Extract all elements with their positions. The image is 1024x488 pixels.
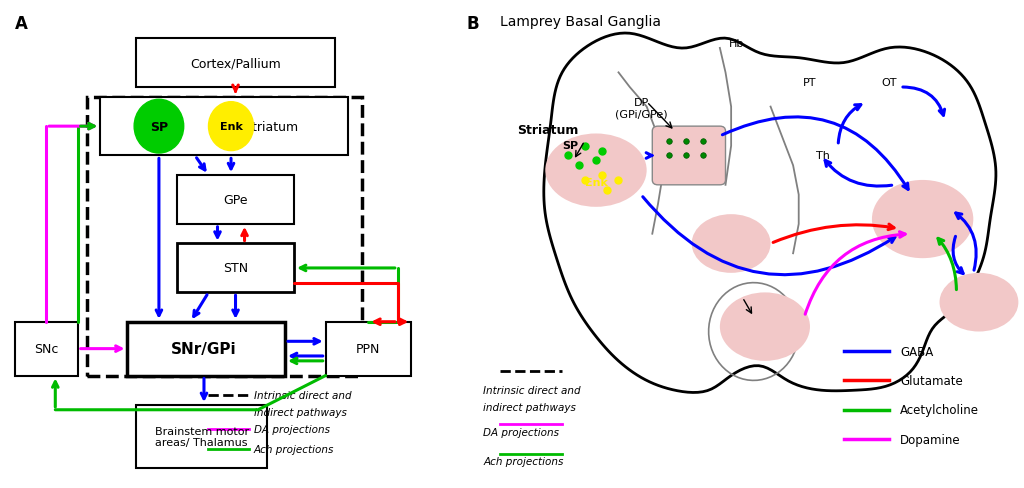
Text: DA projections: DA projections [254, 425, 330, 434]
Bar [177, 176, 294, 224]
Ellipse shape [546, 134, 647, 207]
Text: PPN: PPN [965, 296, 993, 309]
Text: SNc: SNc [34, 343, 58, 355]
Text: SNr/GPi: SNr/GPi [171, 342, 237, 356]
Text: Hb: Hb [729, 39, 744, 49]
Text: ntp
(SNc): ntp (SNc) [750, 316, 780, 338]
Text: OT: OT [881, 78, 897, 88]
Text: indirect pathways: indirect pathways [254, 407, 346, 417]
Bar [136, 405, 267, 468]
Text: STN: STN [719, 238, 743, 250]
Text: B: B [467, 15, 479, 33]
Text: Intrinsic direct and: Intrinsic direct and [483, 386, 581, 395]
Text: SP: SP [150, 121, 168, 133]
Text: Lamprey Basal Ganglia: Lamprey Basal Ganglia [501, 15, 662, 29]
Bar [87, 98, 361, 376]
Text: DA projections: DA projections [483, 427, 559, 437]
Text: PT: PT [803, 78, 817, 88]
Ellipse shape [940, 273, 1018, 332]
Text: Striatum: Striatum [245, 121, 299, 133]
Text: Th: Th [815, 151, 829, 161]
Text: indirect pathways: indirect pathways [483, 403, 577, 412]
Bar [127, 322, 285, 376]
Text: Dopamine: Dopamine [900, 433, 961, 446]
Ellipse shape [692, 215, 770, 273]
Text: Glutamate: Glutamate [900, 374, 963, 387]
Text: Ach projections: Ach projections [483, 456, 563, 466]
Text: Intrinsic direct and: Intrinsic direct and [254, 390, 351, 400]
Text: STN: STN [223, 262, 248, 275]
Text: SP: SP [562, 141, 579, 151]
Bar [14, 322, 78, 376]
Text: Striatum: Striatum [517, 123, 579, 137]
Text: Ach projections: Ach projections [254, 444, 334, 454]
Text: A: A [14, 15, 28, 33]
Text: Cortex/Pallium: Cortex/Pallium [190, 57, 281, 70]
Text: GABA: GABA [900, 345, 933, 358]
Bar [326, 322, 412, 376]
Circle shape [134, 100, 183, 154]
Text: Brainstem motor
areas/ Thalamus: Brainstem motor areas/ Thalamus [155, 426, 249, 447]
Text: DP
(GPi/GPe): DP (GPi/GPe) [614, 98, 668, 119]
Text: Enk: Enk [219, 122, 243, 132]
Ellipse shape [720, 293, 810, 361]
Text: SNr: SNr [908, 213, 937, 226]
Bar [177, 244, 294, 293]
Circle shape [209, 102, 254, 151]
Bar [100, 98, 348, 156]
Text: PPN: PPN [356, 343, 381, 355]
Text: Enk: Enk [585, 178, 607, 187]
Text: Acetylcholine: Acetylcholine [900, 404, 979, 416]
Text: GPe: GPe [223, 194, 248, 206]
Bar [136, 39, 335, 88]
FancyBboxPatch shape [652, 127, 725, 185]
Ellipse shape [872, 181, 973, 259]
